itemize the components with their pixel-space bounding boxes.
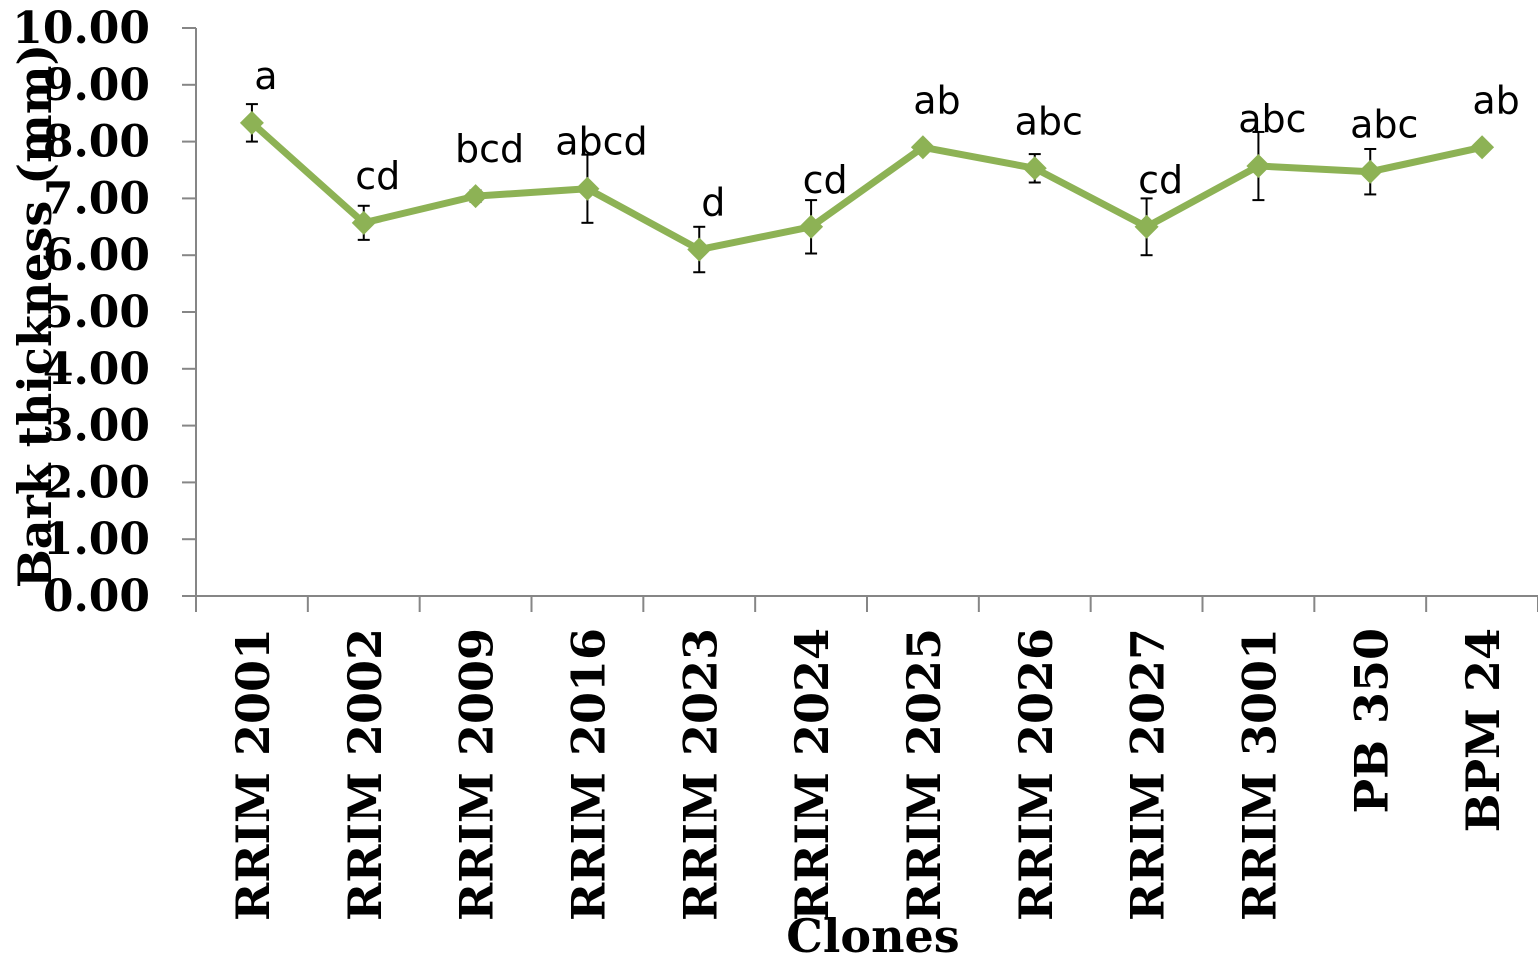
x-axis-title: Clones [786, 909, 959, 960]
x-tick-label: RRIM 2024 [785, 628, 839, 921]
y-tick-label: 6.00 [43, 230, 150, 281]
significance-label: cd [355, 154, 400, 198]
significance-label: abc [1015, 99, 1083, 143]
x-tick-labels: RRIM 2001 RRIM 2002 RRIM 2009 RRIM 2016 RRIM… [226, 628, 1510, 921]
x-tick-label: RRIM 2016 [561, 628, 615, 921]
data-point-marker [1022, 156, 1047, 181]
y-tick-label: 9.00 [43, 60, 150, 111]
x-tick-label: BPM 24 [1456, 628, 1510, 832]
significance-label: abcd [555, 120, 647, 164]
data-point-marker [687, 237, 712, 262]
significance-label: abc [1238, 97, 1306, 141]
y-tick-label: 1.00 [43, 514, 150, 565]
y-tick-label: 0.00 [43, 571, 150, 622]
y-axis-title: Bark thickness (mm) [8, 44, 62, 588]
y-tick-label: 5.00 [43, 287, 150, 338]
data-point-marker [351, 210, 376, 235]
x-tick-label: RRIM 2023 [673, 628, 727, 921]
data-point-marker [1246, 154, 1271, 179]
x-tick-label: RRIM 2009 [450, 628, 504, 921]
significance-label: cd [1138, 158, 1183, 202]
y-tick-label: 8.00 [43, 117, 150, 168]
data-point-marker [1358, 159, 1383, 184]
x-tick-label: PB 350 [1344, 628, 1398, 814]
data-point-marker [1470, 135, 1495, 160]
series-line [249, 120, 1483, 254]
data-point-marker [910, 135, 935, 160]
x-tick-label: RRIM 3001 [1232, 628, 1286, 921]
significance-label: ab [913, 78, 960, 122]
data-point-marker [1134, 214, 1159, 239]
significance-label: abc [1350, 103, 1418, 147]
y-tick-label: 2.00 [43, 457, 150, 508]
axes [182, 27, 1538, 612]
x-tick-label: RRIM 2026 [1009, 628, 1063, 921]
significance-label: bcd [455, 127, 524, 171]
y-tick-label: 10.00 [12, 3, 150, 54]
y-tick-label: 4.00 [43, 344, 150, 395]
significance-label: a [254, 54, 277, 98]
y-tick-label: 7.00 [43, 173, 150, 224]
significance-label: ab [1472, 78, 1519, 122]
x-tick-label: RRIM 2002 [338, 628, 392, 921]
y-tick-label: 3.00 [43, 401, 150, 452]
x-tick-label: RRIM 2025 [897, 628, 951, 921]
significance-label: d [701, 181, 725, 225]
y-tick-labels: 0.00 1.00 2.003.00 4.00 5.00 6.00 7.008.00 9.00… [12, 3, 150, 622]
data-point-marker [463, 184, 488, 209]
x-tick-label: RRIM 2027 [1121, 628, 1175, 921]
data-point-marker [575, 176, 600, 201]
series-group [239, 110, 1495, 262]
significance-label: cd [803, 158, 848, 202]
data-point-marker [239, 110, 264, 135]
data-point-marker [799, 214, 824, 239]
x-tick-label: RRIM 2001 [226, 628, 280, 921]
